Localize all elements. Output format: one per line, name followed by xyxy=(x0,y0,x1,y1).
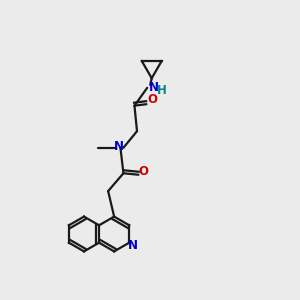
Text: N: N xyxy=(128,238,138,252)
Text: H: H xyxy=(157,84,167,97)
Text: O: O xyxy=(139,165,149,178)
Text: O: O xyxy=(148,93,158,106)
Text: N: N xyxy=(149,81,159,94)
Text: N: N xyxy=(114,140,124,153)
